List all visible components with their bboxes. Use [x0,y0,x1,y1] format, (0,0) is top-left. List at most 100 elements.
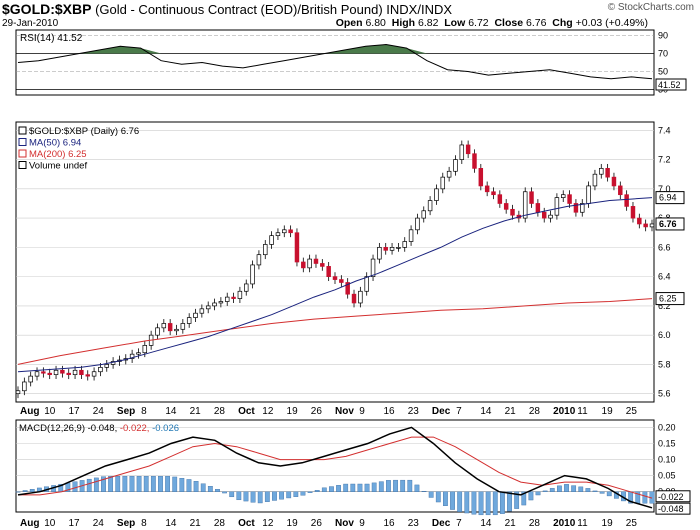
macd-hist-bar [129,476,135,492]
price-tick-label: 5.6 [658,389,671,399]
macd-label-text: MACD(12,26,9) -0.048, -0.022, -0.026 [19,423,179,434]
candle-body [389,247,395,251]
axis-label-9: 9 [359,406,365,417]
macd-hist-bar [250,491,256,503]
candle-body [41,371,46,374]
chg-value: +0.03 (+0.49%) [575,17,648,29]
candle-body [637,217,642,225]
candle-body [567,194,572,204]
macd-hist-bar [86,478,92,492]
macd-badge [655,490,691,503]
candle-body [72,369,78,376]
axis-label-23: 23 [408,518,420,529]
macd-hist-bar [336,485,341,492]
macd-hist-bar [542,490,548,492]
axis-label-Nov: Nov [335,518,354,529]
macd-hist-bar [535,491,541,496]
axis-label-26: 26 [311,406,323,417]
macd-hist-bar [428,491,434,498]
axis-label-9: 9 [359,518,365,529]
open-value: 6.80 [365,17,386,29]
candle-body [427,200,433,212]
axis-label-26: 26 [311,518,323,529]
macd-hist-bar [215,489,220,492]
candle-body [377,247,382,260]
legend-swatch [18,161,27,169]
axis-label-23: 23 [408,406,420,417]
macd-hist-bar [236,491,242,501]
candle-body [167,323,173,332]
axis-label-8: 8 [141,406,147,417]
price-legend-item: MA(50) 6.94 [29,138,81,149]
macd-hist-bar [136,476,142,492]
candle-body [624,194,629,207]
date-axis-bottom: Aug 10 17 24 Sep 8 14 21 28 Oct 12 19 26 Nov 9 16 23 Dec 7… [20,518,637,529]
rsi-panel: RSI(14) 41.52 90705030 41.52 [15,29,687,96]
legend-swatch [18,126,27,135]
candle-body [358,290,363,304]
candle-body [237,290,243,299]
candle-body [618,185,623,196]
axis-label-24: 24 [93,406,105,417]
candle-body [402,241,407,248]
price-legend-item: MA(200) 6.25 [29,149,87,160]
macd-tick-label: 0.15 [658,439,676,449]
price-legend-item: Volume undef [29,161,87,172]
macd-hist-bar [93,477,99,492]
candle-body [561,194,566,198]
macd-hist-bar [193,481,199,492]
candle-body [155,327,160,336]
macd-hist-bar [478,491,484,516]
macd-hist-bar [435,491,441,503]
macd-hist-bar [329,486,334,492]
macd-hist-bar [165,476,170,492]
macd-value: -0.022, [120,423,152,434]
rsi-value-badge [655,78,687,91]
macd-tick-label: 0.20 [658,422,676,432]
low-value: 6.72 [468,17,489,29]
candle-body [231,296,236,299]
macd-badge-text: -0.022 [658,492,684,502]
macd-hist-bar [307,491,313,493]
price-badge [655,217,685,231]
candle-body [529,191,534,204]
macd-hist-bar [279,491,284,500]
candle-body [326,266,331,277]
axis-label-Sep: Sep [117,406,135,417]
macd-hist-bar [606,491,612,497]
macd-hist-bar [464,491,470,514]
candle-body [15,390,21,395]
candle-body [599,168,604,175]
macd-hist-bar [528,491,534,501]
axis-label-11: 11 [577,518,588,529]
price-legend-item: $GOLD:$XBP (Daily) 6.76 [29,126,139,137]
close-value: 6.76 [525,17,547,29]
date-axis-top: Aug 10 17 24 Sep 8 14 21 28 Oct 12 19 26 Nov 9 16 23 Dec 7… [20,406,637,417]
rsi-tick-label: 50 [658,67,668,77]
candle-body [339,279,344,283]
macd-hist-bar [414,484,420,492]
axis-label-7: 7 [456,518,462,529]
macd-hist-bar [407,479,413,492]
macd-panel: MACD(12,26,9) -0.048, -0.022, -0.026 0.2… [15,419,691,516]
candle-body [465,144,471,155]
candle-body [275,232,281,237]
axis-label-Sep: Sep [117,518,135,529]
macd-hist-bar [101,476,106,492]
candle-body [548,214,553,219]
candle-body [351,293,357,304]
axis-label-19: 19 [287,518,299,529]
macd-hist-bar [172,476,178,492]
candle-body [186,317,192,324]
candle-body [396,247,401,249]
macd-hist-bar [485,491,491,516]
macd-hist-bar [243,491,249,502]
axis-label-21: 21 [190,406,202,417]
ma50-line [17,197,653,373]
axis-label-28: 28 [529,518,541,529]
macd-signal-line [18,436,653,499]
high-label: High [391,17,416,29]
candle-body [205,305,211,310]
candle-body [60,369,65,374]
candle-body [104,364,109,368]
